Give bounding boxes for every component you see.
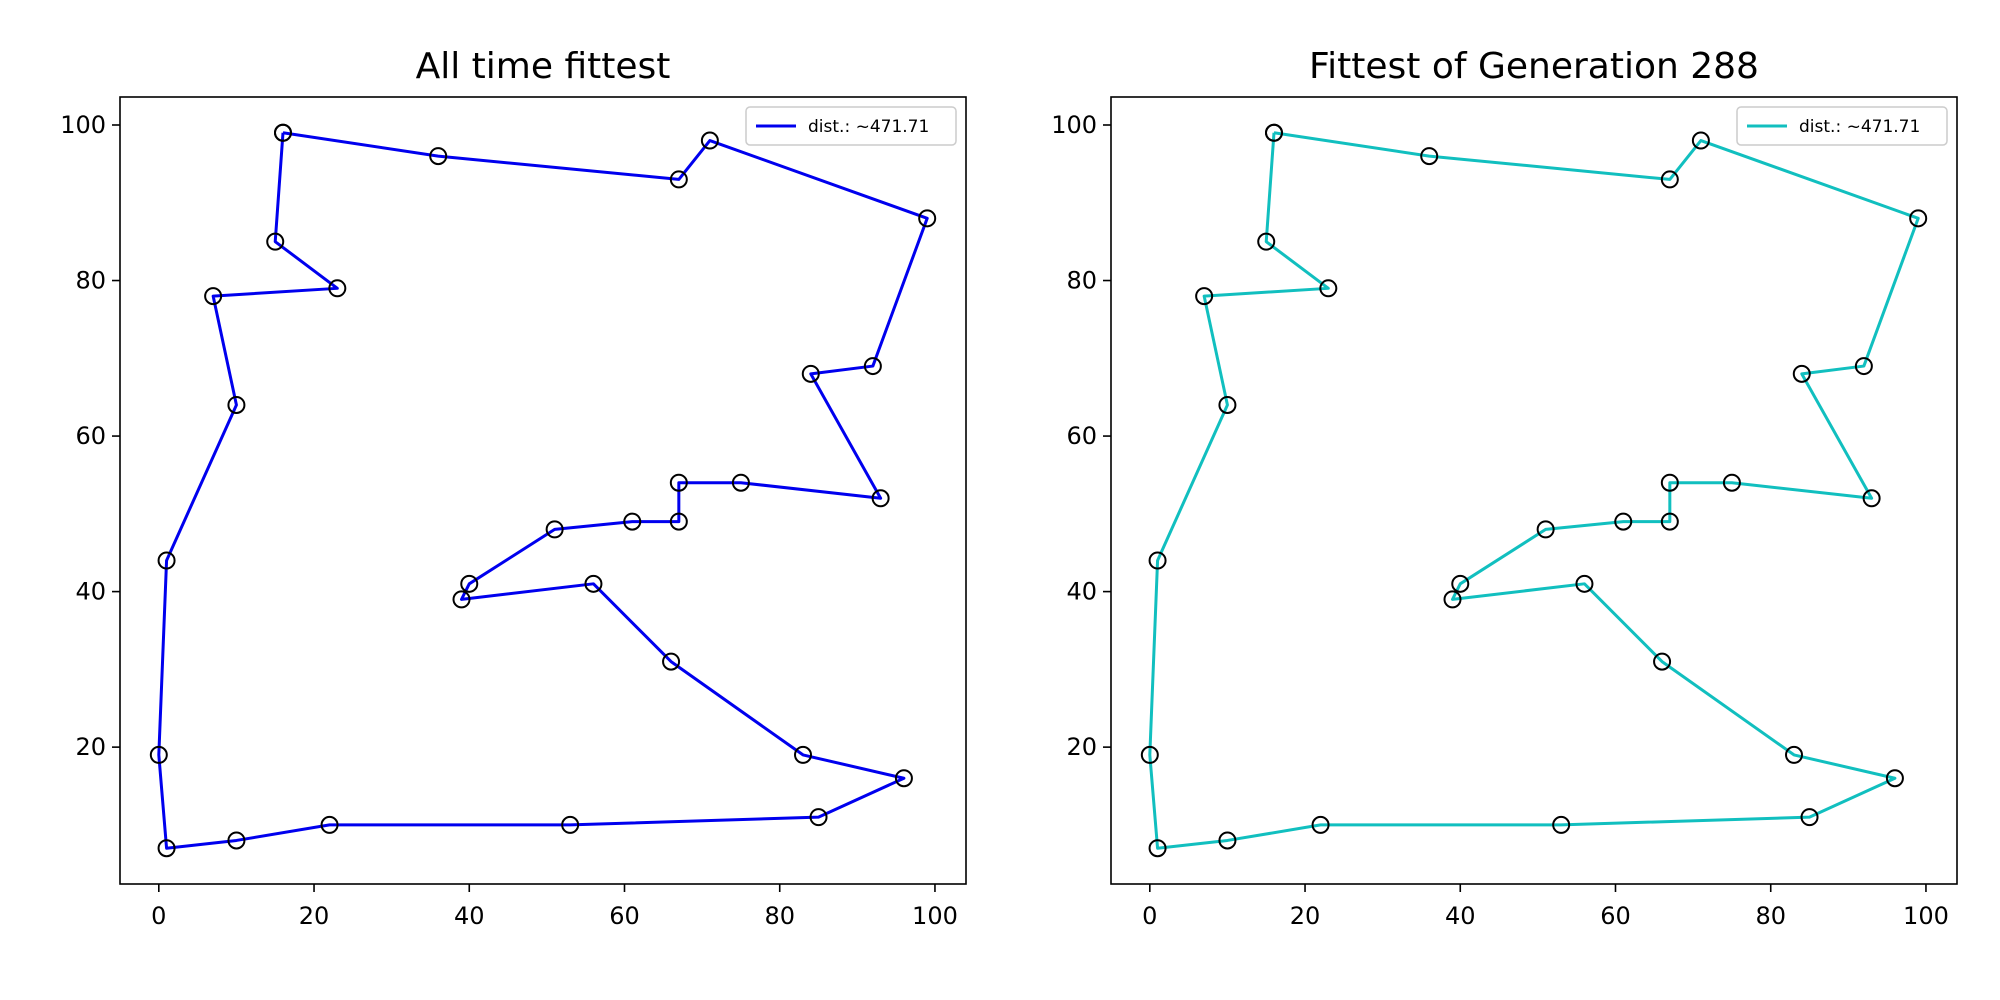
y-tick-label: 60 [75, 422, 106, 450]
data-point [794, 745, 813, 764]
data-point [1140, 745, 1159, 764]
data-point [1785, 745, 1804, 764]
data-point [157, 551, 176, 570]
x-tick-label: 20 [1290, 902, 1321, 930]
data-point [669, 170, 688, 189]
data-point [157, 839, 176, 858]
legend-box [745, 106, 957, 146]
chart-title: Fittest of Generation 288 [1309, 46, 1759, 87]
data-point [863, 357, 882, 376]
x-tick-label: 60 [1600, 902, 1631, 930]
data-point [273, 123, 292, 142]
chart-title: All time fittest [416, 46, 671, 87]
data-point [1451, 574, 1470, 593]
legend-label: dist.: ~471.71 [808, 117, 929, 137]
legend-label: dist.: ~471.71 [1799, 117, 1920, 137]
data-point [809, 808, 828, 827]
data-point [1722, 473, 1741, 492]
x-tick-label: 40 [454, 902, 485, 930]
data-point [1862, 489, 1881, 508]
data-point [623, 512, 642, 531]
data-point [1148, 839, 1167, 858]
y-tick-label: 40 [75, 578, 106, 606]
data-point [1792, 364, 1811, 383]
data-point [429, 147, 448, 166]
x-tick-label: 100 [912, 902, 958, 930]
data-point [1660, 473, 1679, 492]
data-point [204, 287, 223, 306]
data-point [1319, 279, 1338, 298]
x-tick-label: 0 [151, 902, 166, 930]
data-point [700, 131, 719, 150]
series-line [1148, 131, 1920, 850]
data-point [1800, 808, 1819, 827]
legend: dist.: ~471.71 [745, 106, 957, 146]
data-point [227, 831, 246, 850]
data-point [545, 520, 564, 539]
y-tick-label: 100 [60, 111, 106, 139]
data-point [1536, 520, 1555, 539]
legend: dist.: ~471.71 [1736, 106, 1948, 146]
data-point [894, 769, 913, 788]
data-point [731, 473, 750, 492]
x-tick-label: 0 [1142, 902, 1157, 930]
data-point [584, 574, 603, 593]
data-point [266, 232, 285, 251]
data-point [1660, 170, 1679, 189]
data-point [1653, 652, 1672, 671]
data-point [1909, 209, 1928, 228]
axes-frame [1110, 96, 1958, 885]
data-point [801, 364, 820, 383]
y-tick-label: 80 [75, 267, 106, 295]
y-tick-label: 80 [1066, 267, 1097, 295]
y-tick-label: 20 [1066, 733, 1097, 761]
y-tick-label: 60 [1066, 422, 1097, 450]
data-point [918, 209, 937, 228]
data-point [227, 395, 246, 414]
x-tick-label: 80 [764, 902, 795, 930]
x-tick-label: 100 [1903, 902, 1949, 930]
data-point [1885, 769, 1904, 788]
series-line [157, 131, 929, 850]
data-point [1552, 815, 1571, 834]
data-point [1691, 131, 1710, 150]
data-point [1575, 574, 1594, 593]
x-tick-label: 60 [609, 902, 640, 930]
data-point [662, 652, 681, 671]
data-point [452, 590, 471, 609]
data-point [1257, 232, 1276, 251]
data-point [1195, 287, 1214, 306]
data-point [561, 815, 580, 834]
chart-panel-generation-fittest: Fittest of Generation 288 0 20 40 60 80 100 20 4… [1051, 46, 1958, 930]
data-point [149, 745, 168, 764]
data-point [871, 489, 890, 508]
data-point [669, 512, 688, 531]
data-point [1148, 551, 1167, 570]
data-point [1218, 395, 1237, 414]
data-point [1311, 815, 1330, 834]
data-point [1854, 357, 1873, 376]
data-point [320, 815, 339, 834]
data-point [328, 279, 347, 298]
y-tick-label: 100 [1051, 111, 1097, 139]
chart-panel-all-time-fittest: All time fittest 0 20 40 60 80 100 20 40 60 80 100 d… [60, 46, 967, 930]
data-point [1443, 590, 1462, 609]
data-point [1264, 123, 1283, 142]
x-tick-label: 20 [299, 902, 330, 930]
x-tick-label: 40 [1445, 902, 1476, 930]
x-tick-label: 80 [1755, 902, 1786, 930]
y-tick-label: 20 [75, 733, 106, 761]
data-point [1420, 147, 1439, 166]
y-tick-label: 40 [1066, 578, 1097, 606]
data-point [460, 574, 479, 593]
data-point [1660, 512, 1679, 531]
axes-frame [119, 96, 967, 885]
data-point [1218, 831, 1237, 850]
legend-box [1736, 106, 1948, 146]
data-point [669, 473, 688, 492]
data-point [1614, 512, 1633, 531]
